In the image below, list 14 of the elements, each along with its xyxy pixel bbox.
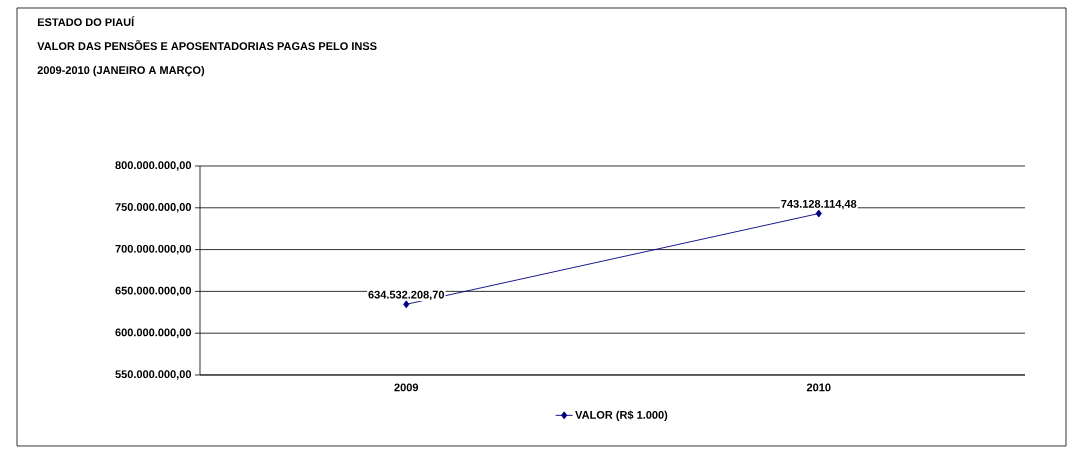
legend-label: VALOR (R$ 1.000) — [575, 410, 668, 421]
text: ESTADO DO PIAUÍ — [37, 16, 135, 27]
x-tick-label: 2009 — [394, 383, 419, 392]
data-label: 634.532.208,70 — [368, 290, 445, 301]
y-tick-label: 650.000.000,00 — [115, 286, 192, 297]
x-tick-label: 2010 — [806, 383, 831, 392]
y-tick-label: 800.000.000,00 — [115, 161, 192, 171]
y-tick-label: 550.000.000,00 — [115, 370, 192, 380]
chart-subtitle: VALOR DAS PENSÕES E APOSENTADORIAS PAGAS PELO INSS — [37, 40, 377, 51]
y-tick-label: 750.000.000,00 — [115, 203, 192, 213]
data-label: 743.128.114,48 — [781, 199, 857, 210]
y-tick-label: 700.000.000,00 — [115, 244, 192, 255]
text: 2009-2010 (JANEIRO A MARÇO) — [37, 65, 205, 77]
y-tick-label: 600.000.000,00 — [115, 328, 192, 338]
